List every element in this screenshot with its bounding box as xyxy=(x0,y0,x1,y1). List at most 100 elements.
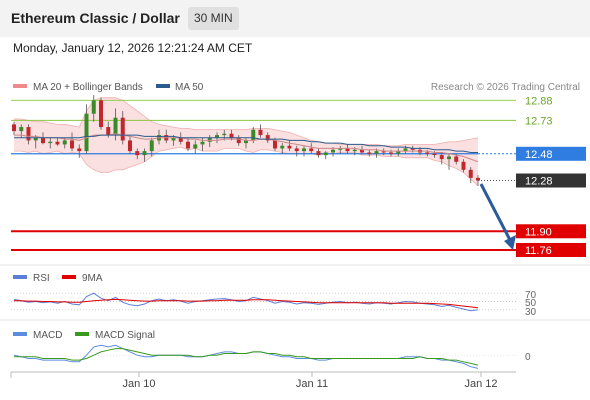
candle-body xyxy=(171,137,176,141)
candle-body xyxy=(84,113,89,152)
candle-body xyxy=(410,148,415,150)
macd-zero-label: 0 xyxy=(525,352,531,363)
candle-body xyxy=(200,141,205,145)
candle xyxy=(48,137,53,149)
chart-title: Ethereum Classic / Dollar xyxy=(11,10,180,26)
ma50-legend-label: MA 50 xyxy=(175,82,204,93)
candle-body xyxy=(193,144,198,149)
candle-body xyxy=(62,140,67,145)
candle xyxy=(193,140,198,154)
bollinger-legend-label: MA 20 + Bollinger Bands xyxy=(33,82,143,93)
candle xyxy=(244,137,248,149)
candle-body xyxy=(403,148,408,152)
candle xyxy=(309,143,314,154)
candle-body xyxy=(454,156,459,162)
candle xyxy=(287,140,292,152)
candle-body xyxy=(447,156,451,160)
candle-body xyxy=(468,169,473,178)
candle xyxy=(77,144,82,158)
rsi-ma-legend-swatch xyxy=(62,275,76,279)
candle-body xyxy=(352,149,357,152)
candle xyxy=(302,145,306,157)
candle xyxy=(84,104,89,154)
pivot-label-box xyxy=(516,146,586,161)
macd-signal-line xyxy=(14,348,479,366)
forecast-arrow xyxy=(479,183,516,250)
candle-body xyxy=(120,117,125,141)
x-axis: Jan 10 Jan 11 Jan 12 xyxy=(10,372,498,390)
candle-body xyxy=(345,148,350,152)
resistance-label-0: 12.88 xyxy=(525,95,553,107)
candle xyxy=(149,137,154,157)
candle xyxy=(316,148,321,158)
candle-body xyxy=(265,135,270,141)
x-tick-label-1: Jan 11 xyxy=(296,378,328,390)
candle-body xyxy=(215,135,219,138)
candle-body xyxy=(91,100,96,114)
candle xyxy=(186,137,190,152)
macd-signal-legend-swatch xyxy=(75,332,89,336)
support-label-box-4 xyxy=(516,224,586,239)
candle-body xyxy=(476,177,480,181)
candle-body xyxy=(280,145,285,149)
candle xyxy=(12,121,16,136)
candle-body xyxy=(244,140,248,144)
candle-body xyxy=(389,152,393,154)
candle-body xyxy=(360,149,364,153)
timeframe-badge[interactable]: 30 MIN xyxy=(188,7,239,30)
rsi-ma-line xyxy=(14,298,479,309)
candle-body xyxy=(222,133,227,136)
pivot-label: 12.48 xyxy=(525,149,553,161)
ma50-line xyxy=(14,134,478,153)
candle-body xyxy=(186,141,190,149)
candle xyxy=(26,124,31,145)
candle-body xyxy=(302,148,306,152)
support-label-box-5 xyxy=(516,242,586,257)
forecast-arrow-line xyxy=(479,183,512,241)
candle xyxy=(128,135,132,154)
moving-averages xyxy=(14,133,479,163)
candle-body xyxy=(338,148,343,150)
resistance-label-1: 12.73 xyxy=(525,115,553,127)
candle-body xyxy=(106,127,111,136)
candle xyxy=(476,175,480,186)
bollinger-legend-swatch xyxy=(13,84,27,88)
candle-body xyxy=(207,137,212,142)
last-price-box xyxy=(516,173,586,188)
candle xyxy=(468,167,473,184)
main-legend: MA 20 + Bollinger Bands MA 50 Research ©… xyxy=(13,82,580,93)
candle-body xyxy=(128,140,132,152)
candle-body xyxy=(77,148,82,152)
candle-body xyxy=(236,137,241,144)
macd-plot xyxy=(11,344,516,369)
candle-body xyxy=(99,100,103,128)
rsi-legend: RSI 9MA xyxy=(13,273,103,284)
candle-body xyxy=(461,161,466,170)
candle-body xyxy=(374,151,379,154)
candle-body xyxy=(135,151,140,156)
candle-body xyxy=(70,140,74,149)
candle-body xyxy=(367,152,372,154)
candle-body xyxy=(55,141,60,145)
candle xyxy=(207,135,212,148)
candle-body xyxy=(48,141,53,144)
candle-body xyxy=(331,149,335,153)
macd-legend-label: MACD xyxy=(33,330,62,341)
bollinger-lower-line xyxy=(14,146,479,187)
candle xyxy=(447,153,451,170)
candle xyxy=(280,143,285,154)
candle-body xyxy=(142,151,147,156)
rsi-level-50: 50 xyxy=(525,298,537,309)
candle-body xyxy=(439,155,444,160)
candle-body xyxy=(273,140,277,149)
candle xyxy=(381,148,386,156)
candle-body xyxy=(251,129,256,141)
rsi-level-70: 70 xyxy=(525,290,537,301)
candles xyxy=(12,95,480,186)
candle xyxy=(265,132,270,144)
candle-body xyxy=(396,151,401,154)
credit-text: Research © 2026 Trading Central xyxy=(431,82,580,93)
candle xyxy=(236,135,241,146)
x-tick-label-0: Jan 10 xyxy=(122,378,155,390)
